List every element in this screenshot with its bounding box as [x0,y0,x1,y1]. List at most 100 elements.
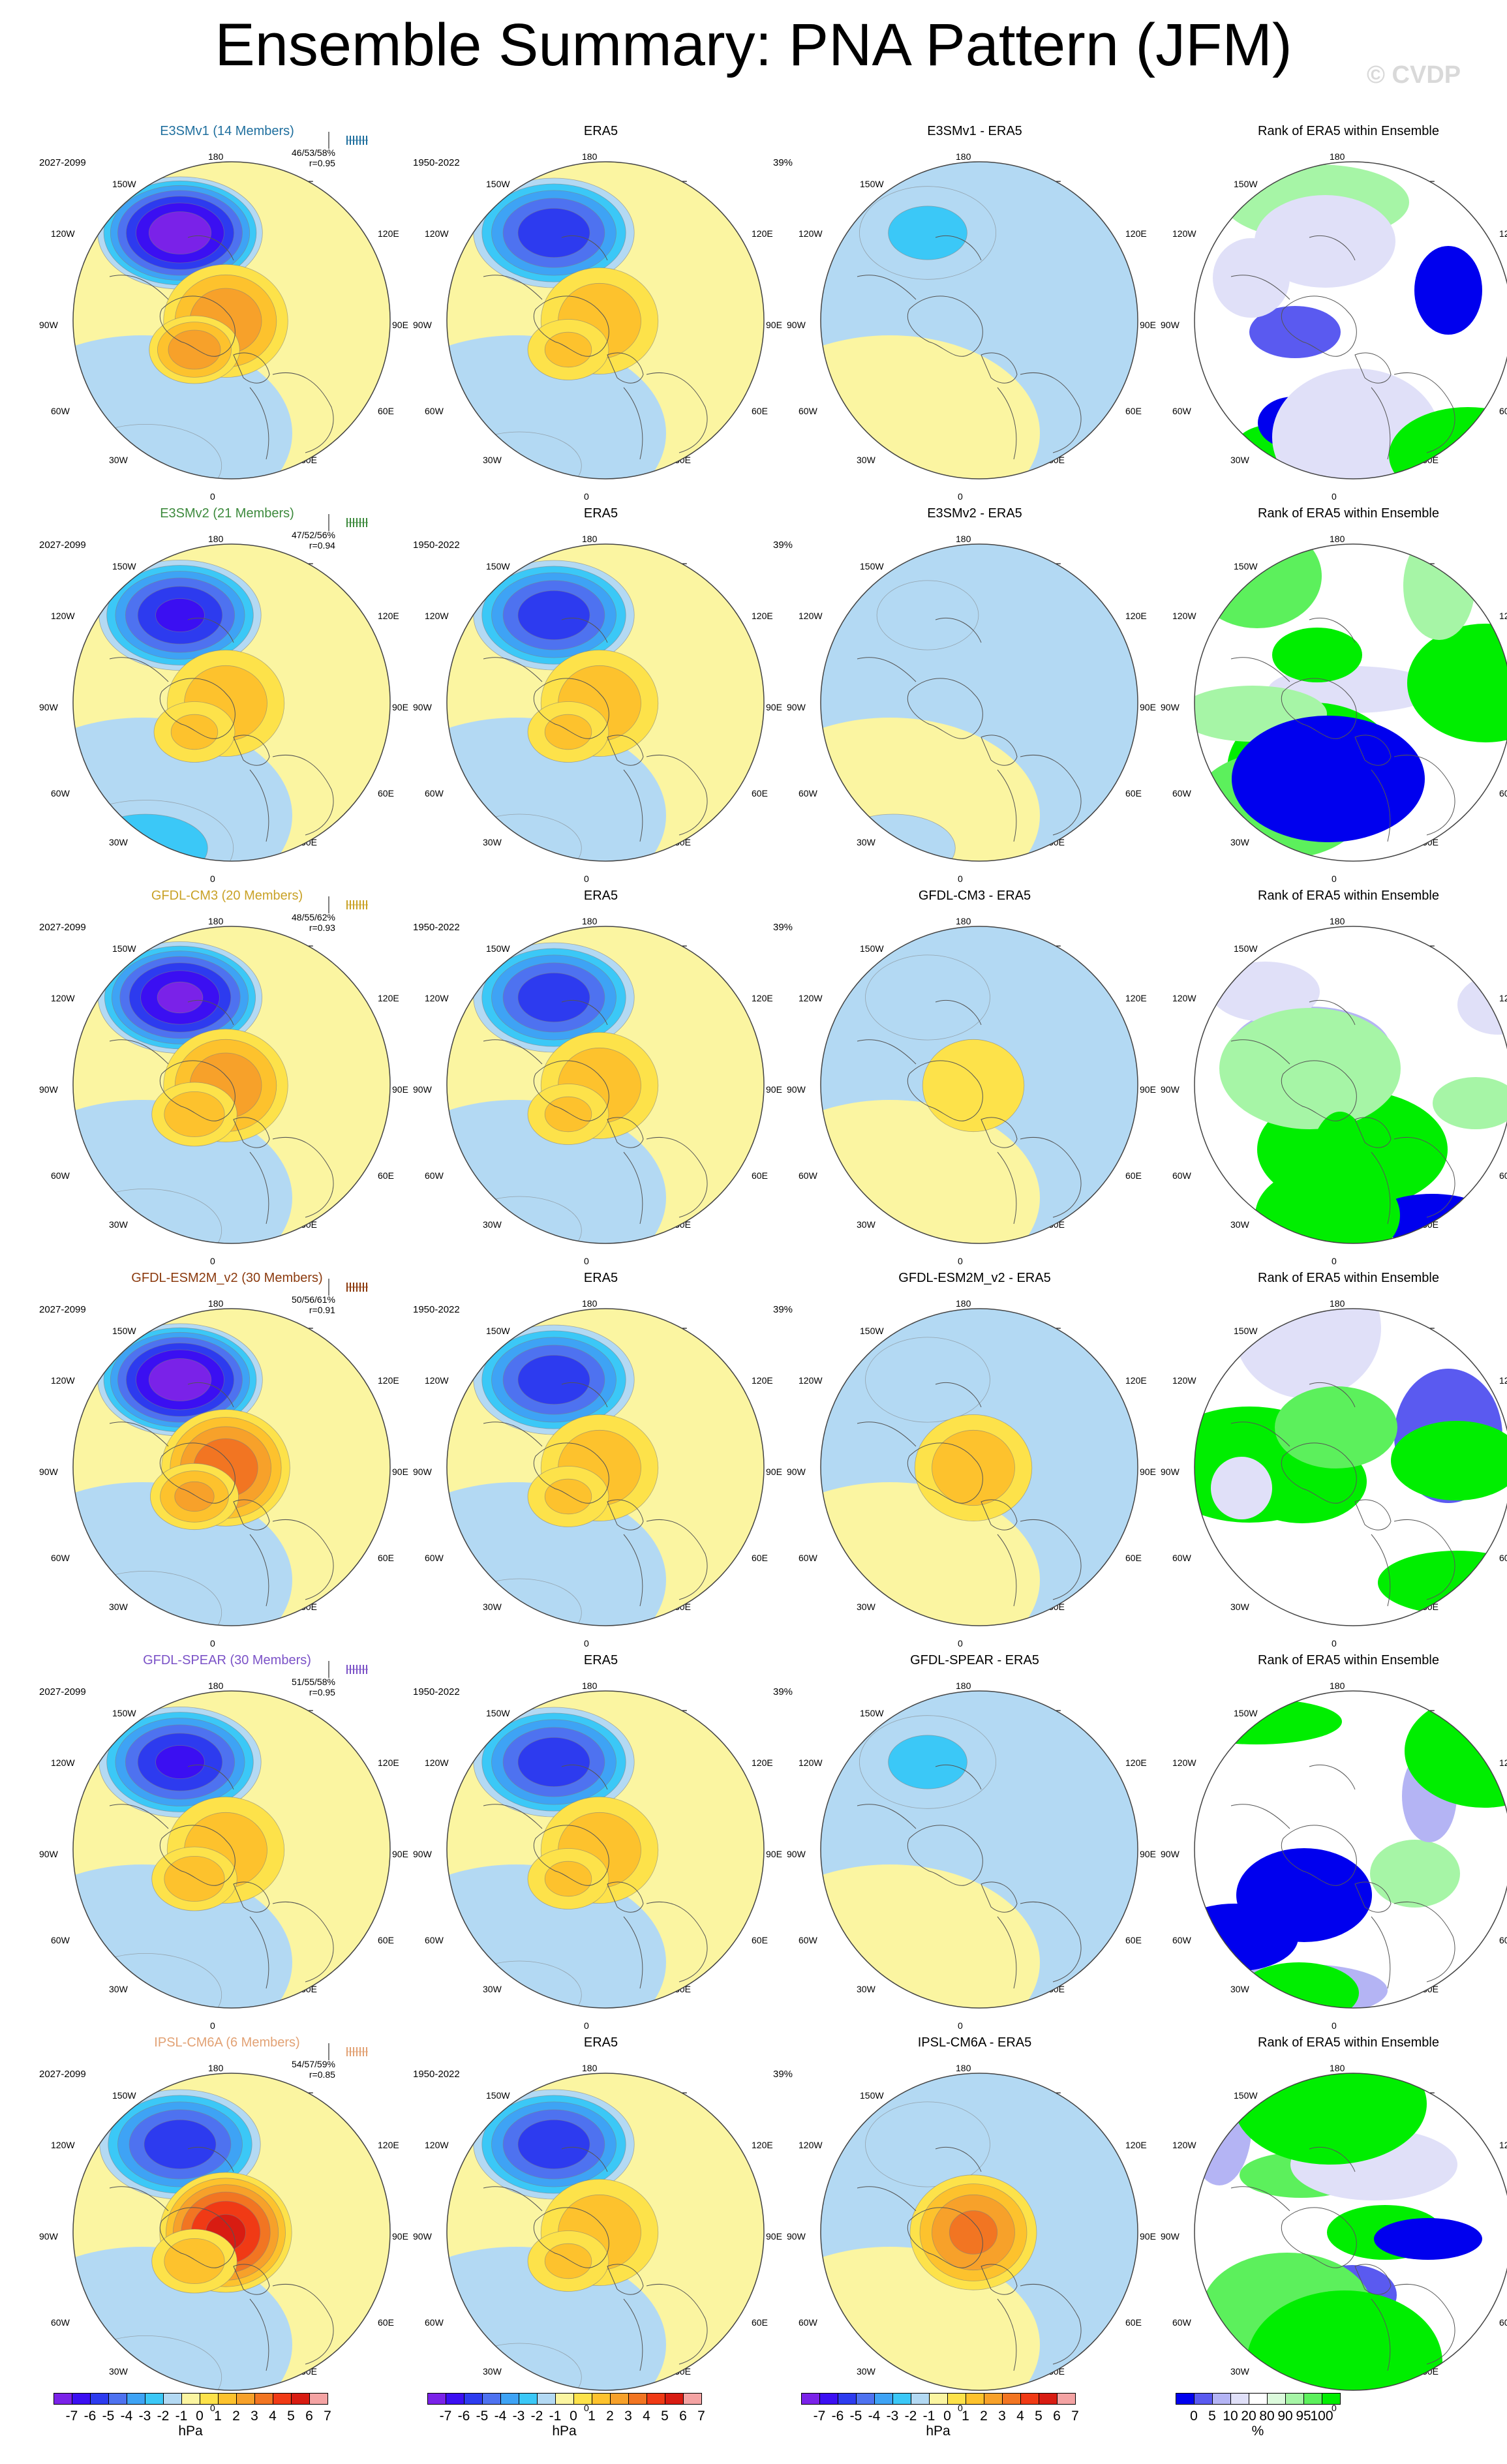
colorbar-tick-label: -7 [813,2409,826,2424]
colorbar-tick-label: 3 [624,2409,632,2424]
colorbar-tick-label: -6 [84,2409,97,2424]
lon-label-bottom: 0 [1332,874,1337,884]
panel-title: GFDL-CM3 (20 Members) [151,889,303,903]
colorbar-tick-label: 1 [588,2409,596,2424]
colorbar-tick-label: -6 [457,2409,470,2424]
colorbar-swatch [573,2393,592,2405]
field-contour [148,1358,212,1401]
colorbar-tick-label: 0 [570,2409,577,2424]
lon-label-ll2: 30W [109,2366,128,2377]
coastlines [857,2146,1082,2371]
lon-label-ul2: 120W [51,1375,75,1386]
pattern-correlation: r=0.93 [309,922,335,933]
lon-label-lr1: 60E [752,1553,768,1563]
panel-gfdl-esm2m_v2-obs: ERA51950-202239%180090W90E150W120W150E12… [413,1271,793,1652]
colorbar-swatch [72,2393,91,2405]
lon-label-right: 90E [1140,1849,1156,1859]
map-boundary [72,926,391,1244]
polar-map-obs [446,161,765,479]
panel-title: Rank of ERA5 within Ensemble [1258,124,1439,138]
colorbar-unit: hPa [926,2424,951,2439]
colorbar-tick-label: 5 [1208,2409,1216,2424]
lon-label-ul2: 120W [1172,1757,1196,1768]
period-label: 1950-2022 [413,2069,460,2080]
colorbar-swatch [254,2393,273,2405]
lon-label-bottom: 0 [210,2020,215,2031]
map-boundary [1194,926,1507,1244]
field-contour [517,2120,590,2169]
panel-title: GFDL-ESM2M_v2 - ERA5 [898,1271,1051,1285]
lon-label-ll1: 60W [799,788,817,799]
colorbar-swatch [647,2393,665,2405]
lon-label-lr1: 60E [1125,1935,1142,1945]
lon-label-ll1: 60W [51,2317,70,2328]
colorbar-tick-label: 0 [1190,2409,1198,2424]
lon-label-ur2: 120E [1499,1757,1507,1768]
field-contour [174,1481,215,1512]
lon-label-left: 90W [39,1084,58,1095]
lon-label-ll1: 60W [51,788,70,799]
polar-map-obs [446,1308,765,1626]
lon-label-lr1: 60E [1499,2317,1507,2328]
colorbar-swatch [145,2393,164,2405]
panel-gfdl-spear-rank: Rank of ERA5 within Ensemble65%180090W90… [1161,1653,1507,2035]
page-title: Ensemble Summary: PNA Pattern (JFM) [215,12,1292,78]
lon-label-left: 90W [413,1849,432,1859]
map-boundary [446,543,765,862]
field-contour [865,954,990,1041]
field-contour [517,1737,590,1787]
lon-label-ul2: 120W [1172,611,1196,621]
panel-title: Rank of ERA5 within Ensemble [1258,2035,1439,2050]
field-contour [544,1478,592,1515]
lon-label-ul2: 120W [51,2140,75,2150]
lon-label-bottom: 0 [1332,2403,1337,2413]
colorbar-tick-label: -1 [549,2409,562,2424]
polar-map-diff [820,1308,1138,1626]
lon-label-ul2: 120W [799,1757,823,1768]
lon-label-top: 180 [1330,916,1345,926]
period-label: 2027-2099 [39,540,86,551]
lon-label-ll1: 60W [51,1170,70,1181]
lon-label-top: 180 [208,916,224,926]
coastlines [109,1764,334,1989]
polar-map-model [72,926,391,1244]
lon-label-bottom: 0 [1332,491,1337,502]
stats-block: 51/55/58% r=0.95 [292,1677,335,1697]
field-contour [517,590,590,640]
lon-label-ul2: 120W [51,1757,75,1768]
lon-label-top: 180 [956,916,971,926]
panel-title: ERA5 [583,2035,618,2050]
lon-label-lr1: 60E [378,2317,394,2328]
panel-ipsl-cm6a-model: IPSL-CM6A (6 Members) 2027-2099 54/57/59% r… [39,2035,415,2417]
lon-label-top: 180 [956,1298,971,1309]
panel-title: ERA5 [583,1271,618,1285]
colorbar-swatch [929,2393,948,2405]
lon-label-ul1: 150W [1234,2090,1258,2101]
rank-blob [1239,1962,1359,2008]
pct-variance-label: 39% [773,2069,793,2080]
lon-label-ur2: 120E [1125,228,1147,239]
field-region [821,335,1040,479]
pct-variance-range: 54/57/59% [292,2059,335,2069]
map-boundary [1194,543,1507,862]
field-contour [888,1735,967,1789]
colorbar-swatch [838,2393,857,2405]
colorbar-tick-label: -6 [831,2409,844,2424]
lon-label-bottom: 0 [958,1638,963,1649]
colorbar-swatch [464,2393,483,2405]
colorbar-swatch [1303,2393,1322,2405]
colorbar-swatch [1002,2393,1021,2405]
field-contour [876,580,979,650]
rank-blob [1234,1309,1381,1399]
colorbar-swatch [309,2393,328,2405]
polar-map-model [72,1690,391,2009]
lon-label-lr1: 60E [1125,788,1142,799]
panel-e3smv2-model: E3SMv2 (21 Members) 2027-2099 47/52/56% r=0… [39,506,415,888]
lon-label-ur2: 120E [1125,993,1147,1003]
colorbar-tick-label: 0 [943,2409,951,2424]
rank-blob [1232,716,1425,842]
colorbar-swatch [273,2393,292,2405]
lon-label-left: 90W [787,2231,806,2242]
lon-label-ll1: 60W [51,406,70,416]
panel-e3smv1-diff: E3SMv1 - ERA5180090W90E150W120W150E120E6… [787,124,1163,506]
